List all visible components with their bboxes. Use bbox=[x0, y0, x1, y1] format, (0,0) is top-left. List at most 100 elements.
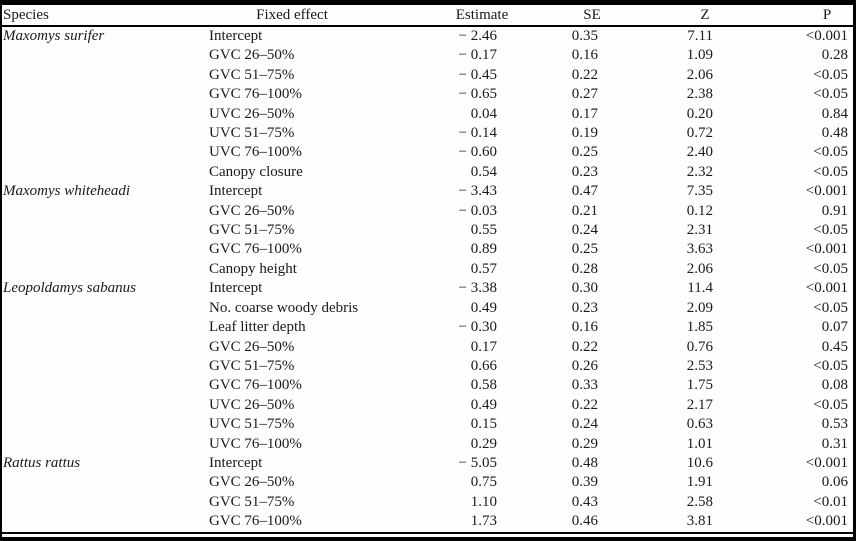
p-cell: <0.05 bbox=[813, 396, 848, 413]
z-cell: 7.11 bbox=[687, 28, 713, 44]
fixed-effect-cell: Intercept bbox=[209, 454, 263, 471]
fixed-effect-cell: GVC 76–100% bbox=[209, 377, 302, 394]
table-row: GVC 51–75% 1.10 0.43 2.58 <0.01 bbox=[2, 493, 853, 512]
fixed-effect-cell: GVC 26–50% bbox=[209, 47, 295, 64]
species-cell bbox=[2, 240, 207, 259]
se-cell: 0.17 bbox=[571, 105, 598, 122]
z-cell: 1.09 bbox=[686, 47, 713, 64]
estimate-cell: 0.66 bbox=[470, 357, 497, 374]
species-cell bbox=[2, 46, 207, 65]
species-cell bbox=[2, 221, 207, 240]
se-cell: 0.22 bbox=[571, 66, 598, 83]
estimate-cell: − 0.45 bbox=[458, 66, 497, 83]
se-cell: 0.19 bbox=[571, 125, 598, 142]
table-row: GVC 51–75% 0.66 0.26 2.53 <0.05 bbox=[2, 357, 853, 376]
p-cell: <0.001 bbox=[805, 28, 848, 44]
estimate-cell: 0.89 bbox=[470, 241, 497, 258]
estimate-cell: − 0.14 bbox=[458, 125, 497, 142]
z-cell: 0.20 bbox=[686, 105, 713, 122]
z-cell: 1.75 bbox=[686, 377, 713, 394]
paper-page: Species Fixed effect Estimate SE Z P Max… bbox=[2, 5, 853, 537]
estimate-cell: 0.75 bbox=[470, 474, 497, 491]
table-body: Maxomys surifer Intercept − 2.46 0.35 7.… bbox=[2, 26, 853, 533]
fixed-effect-cell: GVC 76–100% bbox=[209, 86, 302, 103]
p-cell: <0.001 bbox=[805, 454, 848, 471]
estimate-cell: 0.58 bbox=[470, 377, 497, 394]
table-row: GVC 76–100% − 0.65 0.27 2.38 <0.05 bbox=[2, 85, 853, 104]
se-cell: 0.27 bbox=[571, 86, 598, 103]
fixed-effect-cell: GVC 76–100% bbox=[209, 513, 302, 530]
se-cell: 0.47 bbox=[571, 183, 598, 200]
se-cell: 0.16 bbox=[571, 319, 598, 336]
estimate-cell: 0.57 bbox=[470, 260, 497, 277]
header-row: Species Fixed effect Estimate SE Z P bbox=[2, 5, 853, 27]
z-cell: 0.72 bbox=[686, 125, 713, 142]
p-cell: <0.05 bbox=[813, 86, 848, 103]
se-cell: 0.35 bbox=[571, 28, 598, 44]
table-row: No. coarse woody debris 0.49 0.23 2.09 <… bbox=[2, 299, 853, 318]
species-cell bbox=[2, 376, 207, 395]
se-cell: 0.16 bbox=[571, 47, 598, 64]
species-cell bbox=[2, 493, 207, 512]
se-cell: 0.48 bbox=[571, 454, 598, 471]
p-cell: <0.05 bbox=[813, 222, 848, 239]
table-row: GVC 26–50% 0.75 0.39 1.91 0.06 bbox=[2, 473, 853, 492]
table-row: GVC 76–100% 0.58 0.33 1.75 0.08 bbox=[2, 376, 853, 395]
table-row: UVC 26–50% 0.49 0.22 2.17 <0.05 bbox=[2, 396, 853, 415]
species-cell bbox=[2, 143, 207, 162]
col-header-estimate: Estimate bbox=[422, 5, 542, 27]
estimate-cell: 0.04 bbox=[470, 105, 497, 122]
species-cell bbox=[2, 202, 207, 221]
p-cell: <0.05 bbox=[813, 66, 848, 83]
species-cell bbox=[2, 512, 207, 532]
p-cell: <0.05 bbox=[813, 260, 848, 277]
z-cell: 7.35 bbox=[686, 183, 713, 200]
p-cell: 0.84 bbox=[821, 105, 848, 122]
species-cell bbox=[2, 105, 207, 124]
p-cell: <0.001 bbox=[805, 183, 848, 200]
species-cell bbox=[2, 473, 207, 492]
table-row: Rattus rattus Intercept − 5.05 0.48 10.6… bbox=[2, 454, 853, 473]
col-header-fixed-effect: Fixed effect bbox=[207, 5, 422, 27]
z-cell: 2.38 bbox=[686, 86, 713, 103]
species-cell: Rattus rattus bbox=[3, 454, 81, 471]
se-cell: 0.24 bbox=[571, 222, 598, 239]
p-cell: <0.05 bbox=[813, 144, 848, 161]
p-cell: <0.01 bbox=[813, 493, 848, 510]
table-row: UVC 26–50% 0.04 0.17 0.20 0.84 bbox=[2, 105, 853, 124]
table-row: GVC 26–50% − 0.03 0.21 0.12 0.91 bbox=[2, 202, 853, 221]
species-cell bbox=[2, 66, 207, 85]
table-row: Maxomys surifer Intercept − 2.46 0.35 7.… bbox=[2, 26, 853, 46]
se-cell: 0.29 bbox=[571, 435, 598, 452]
table-row: GVC 76–100% 0.89 0.25 3.63 <0.001 bbox=[2, 240, 853, 259]
species-cell: Maxomys whiteheadi bbox=[3, 183, 131, 200]
fixed-effect-cell: UVC 51–75% bbox=[209, 125, 295, 142]
table-row: Canopy height 0.57 0.28 2.06 <0.05 bbox=[2, 260, 853, 279]
species-cell bbox=[2, 338, 207, 357]
p-cell: <0.05 bbox=[813, 357, 848, 374]
fixed-effect-cell: GVC 51–75% bbox=[209, 66, 295, 83]
se-cell: 0.22 bbox=[571, 338, 598, 355]
table-row: Canopy closure 0.54 0.23 2.32 <0.05 bbox=[2, 163, 853, 182]
fixed-effect-cell: GVC 51–75% bbox=[209, 222, 295, 239]
fixed-effect-cell: GVC 26–50% bbox=[209, 202, 295, 219]
z-cell: 10.6 bbox=[686, 454, 713, 471]
estimate-cell: − 2.46 bbox=[458, 28, 497, 44]
fixed-effect-cell: UVC 76–100% bbox=[209, 435, 302, 452]
fixed-effect-cell: Intercept bbox=[209, 183, 263, 200]
table-row: GVC 76–100% 1.73 0.46 3.81 <0.001 bbox=[2, 512, 853, 532]
se-cell: 0.26 bbox=[571, 357, 598, 374]
z-cell: 2.31 bbox=[686, 222, 713, 239]
table-row: GVC 51–75% 0.55 0.24 2.31 <0.05 bbox=[2, 221, 853, 240]
species-cell: Leopoldamys sabanus bbox=[3, 280, 136, 297]
fixed-effect-cell: Leaf litter depth bbox=[209, 319, 306, 336]
estimate-cell: − 0.03 bbox=[458, 202, 497, 219]
estimate-cell: 0.17 bbox=[470, 338, 497, 355]
se-cell: 0.25 bbox=[571, 144, 598, 161]
estimate-cell: − 5.05 bbox=[458, 454, 497, 471]
se-cell: 0.23 bbox=[571, 163, 598, 180]
fixed-effect-cell: UVC 26–50% bbox=[209, 396, 295, 413]
estimate-cell: − 0.17 bbox=[458, 47, 497, 64]
species-cell bbox=[2, 318, 207, 337]
